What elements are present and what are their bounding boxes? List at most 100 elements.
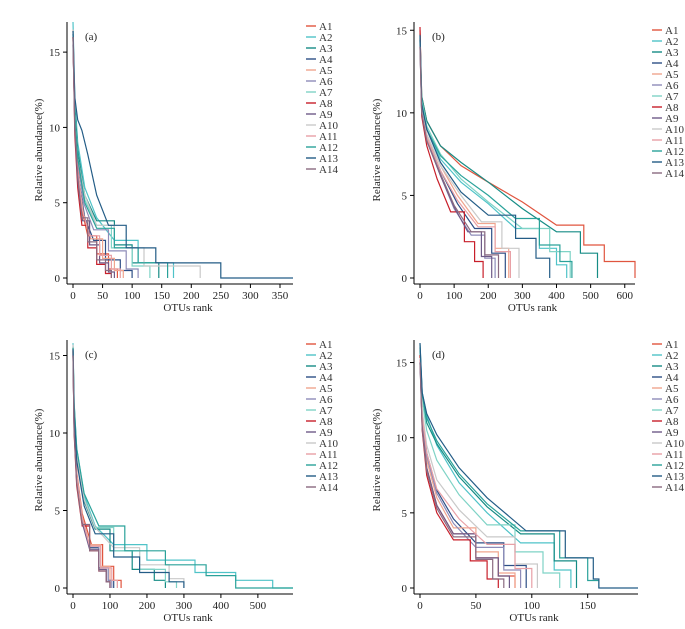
legend-label: A11	[319, 449, 338, 461]
legend-label: A3	[319, 361, 333, 373]
x-tick-label: 200	[183, 290, 200, 302]
x-tick-label: 0	[70, 290, 76, 302]
series-line-a7	[72, 346, 178, 588]
legend-label: A1	[319, 339, 332, 351]
legend-label: A11	[319, 131, 338, 143]
legend-label: A5	[319, 65, 333, 77]
series-line-a8	[419, 26, 484, 278]
series-line-a11	[419, 45, 511, 278]
legend-label: A4	[319, 372, 333, 384]
legend-label: A9	[319, 427, 333, 439]
legend-label: A4	[665, 58, 679, 70]
series-line-a14	[72, 355, 111, 588]
panel-label: (c)	[85, 349, 98, 361]
series-line-a12	[419, 344, 600, 588]
legend-label: A7	[319, 87, 333, 99]
x-tick-label: 300	[242, 290, 259, 302]
series-line-a4	[419, 359, 527, 588]
x-axis-title: OTUs rank	[163, 302, 213, 314]
x-tick-label: 0	[417, 290, 423, 302]
panel-c: 0 5 10 15 0 100 200 300 400 500 OTUs rank Relative …	[33, 339, 338, 624]
legend-label: A14	[319, 164, 338, 176]
y-tick-label: 10	[49, 428, 61, 440]
legend-label: A6	[665, 80, 679, 92]
y-tick-label: 10	[49, 122, 61, 134]
series-line-a14	[419, 362, 505, 588]
legend-label: A12	[665, 146, 684, 158]
series-line-a12	[72, 33, 169, 278]
x-tick-label: 100	[102, 600, 119, 612]
y-tick-label: 0	[402, 583, 408, 595]
y-tick-label: 15	[396, 25, 408, 37]
legend-label: A2	[319, 32, 332, 44]
legend-label: A12	[319, 460, 338, 472]
legend-label: A14	[665, 168, 684, 180]
x-tick-label: 100	[446, 290, 463, 302]
x-tick-label: 50	[470, 600, 482, 612]
legend-label: A14	[319, 482, 338, 494]
y-tick-label: 5	[55, 198, 61, 210]
legend-label: A8	[665, 416, 679, 428]
legend-label: A4	[319, 54, 333, 66]
x-axis-title: OTUs rank	[163, 612, 213, 624]
y-tick-label: 5	[55, 506, 61, 518]
x-tick-label: 600	[617, 290, 634, 302]
x-tick-label: 200	[480, 290, 497, 302]
y-tick-label: 15	[49, 351, 61, 363]
y-tick-label: 5	[402, 508, 408, 520]
series-line-a13	[72, 30, 293, 279]
x-tick-label: 400	[548, 290, 565, 302]
legend-label: A2	[319, 350, 332, 362]
x-tick-label: 250	[213, 290, 230, 302]
x-tick-label: 500	[582, 290, 599, 302]
legend-label: A10	[319, 438, 338, 450]
y-tick-label: 0	[55, 583, 61, 595]
x-axis-title: OTUs rank	[509, 612, 559, 624]
x-tick-label: 100	[124, 290, 141, 302]
legend-label: A6	[319, 394, 333, 406]
series-line-a14	[419, 46, 500, 278]
legend-label: A13	[319, 471, 338, 483]
x-tick-label: 0	[70, 600, 76, 612]
series-line-a3	[419, 347, 578, 588]
series-line-a12	[72, 347, 293, 589]
legend-label: A9	[665, 427, 679, 439]
legend-label: A7	[665, 405, 679, 417]
legend-label: A14	[665, 482, 684, 494]
legend-label: A5	[319, 383, 333, 395]
legend-label: A2	[665, 350, 678, 362]
y-axis-title: Relative abundance(%)	[371, 98, 383, 201]
y-axis-title: Relative abundance(%)	[33, 408, 45, 511]
x-tick-label: 200	[139, 600, 156, 612]
legend-label: A8	[319, 98, 333, 110]
legend-label: A1	[665, 339, 678, 351]
legend-label: A13	[319, 153, 338, 165]
x-tick-label: 0	[417, 600, 423, 612]
x-tick-label: 150	[579, 600, 596, 612]
legend-label: A11	[665, 449, 684, 461]
legend-label: A12	[319, 142, 338, 154]
y-tick-label: 0	[55, 273, 61, 285]
legend-label: A8	[319, 416, 333, 428]
legend-label: A5	[665, 383, 679, 395]
y-tick-label: 5	[402, 190, 408, 202]
series-line-a3	[72, 352, 166, 588]
legend-label: A3	[319, 43, 333, 55]
series-line-a1	[419, 30, 636, 278]
y-axis-title: Relative abundance(%)	[371, 408, 383, 511]
series-line-a4	[419, 46, 506, 278]
panel-label: (b)	[432, 31, 445, 43]
legend-label: A9	[319, 109, 333, 121]
y-tick-label: 15	[49, 47, 61, 59]
x-tick-label: 300	[514, 290, 531, 302]
x-tick-label: 300	[176, 600, 193, 612]
legend-label: A11	[665, 135, 684, 147]
x-tick-label: 500	[250, 600, 267, 612]
legend-label: A9	[665, 113, 679, 125]
legend-label: A1	[319, 21, 332, 33]
y-tick-label: 10	[396, 433, 408, 445]
legend-label: A3	[665, 361, 679, 373]
